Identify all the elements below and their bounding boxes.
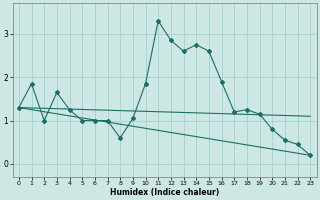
X-axis label: Humidex (Indice chaleur): Humidex (Indice chaleur) (110, 188, 219, 197)
